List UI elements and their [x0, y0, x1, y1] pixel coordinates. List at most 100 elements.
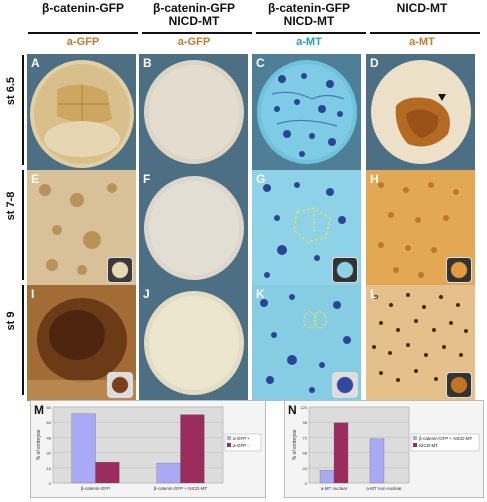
x-tick-label: a-MT non-nuclear: [366, 486, 402, 491]
bar: [156, 462, 181, 484]
chart-letter: N: [288, 403, 297, 417]
x-tick-label: β-catenin-GFP + NICD-MT: [154, 486, 208, 491]
bar: [319, 470, 335, 484]
panel-f-image: F: [139, 170, 248, 286]
bar: [369, 438, 385, 484]
inset-embryo: [107, 372, 133, 398]
column-title-line1: β-catenin-GFP: [153, 1, 235, 15]
panel-j-image: J: [139, 285, 248, 401]
panel-letter: F: [143, 172, 151, 186]
legend-label: a-GFP -: [233, 443, 249, 448]
y-tick-label: 16: [47, 466, 52, 471]
panel-letter: I: [31, 287, 35, 301]
inset-embryo: [332, 372, 358, 398]
y-tick-label: 0: [49, 481, 52, 486]
column-rule: [256, 32, 366, 34]
y-axis-label: % of embryos: [292, 429, 298, 460]
y-tick-label: 32: [47, 451, 52, 456]
embryo-image: [257, 60, 357, 164]
y-tick-label: 24: [303, 466, 308, 471]
y-tick-label: 120: [300, 405, 307, 410]
embryo-image: [27, 170, 136, 286]
bar: [95, 461, 120, 484]
column-rule: [28, 32, 138, 34]
inset-embryo: [332, 257, 358, 283]
embryo-image: [144, 176, 244, 280]
panel-l-image: L: [366, 285, 475, 401]
panel-letter: B: [143, 56, 152, 70]
legend-swatch: [413, 443, 417, 447]
column-header-1: β-catenin-GFP: [26, 2, 140, 15]
column-title-line2: NICD-MT: [283, 14, 335, 28]
column-title-line1: NICD-MT: [396, 1, 448, 15]
chart-m-svg: 0 16 32 48 64 80 % of embryos β-catenin-GFP β-ca…: [36, 405, 262, 491]
embryo-image: [30, 60, 134, 168]
inset-embryo: [446, 257, 472, 283]
panel-letter: C: [256, 56, 265, 70]
stain-label: a-MT: [296, 36, 322, 48]
legend-label: a-GFP +: [233, 436, 250, 441]
panel-c-image: C: [252, 54, 361, 170]
chart-n-svg: 0 24 48 72 96 120 % of embryos a-MT nuclear a-MT…: [292, 405, 480, 491]
embryo-image: [27, 285, 136, 401]
column-header-2: β-catenin-GFP NICD-MT: [137, 2, 251, 28]
panel-letter: K: [256, 287, 265, 301]
panel-d-image: D: [366, 54, 475, 170]
row-label: st 9: [5, 311, 17, 331]
inset-embryo: [107, 257, 133, 283]
x-tick-label: a-MT nuclear: [321, 486, 348, 491]
panel-i-image: I: [27, 285, 136, 401]
y-tick-label: 80: [47, 405, 52, 410]
bar: [333, 422, 349, 484]
column-rule: [370, 32, 480, 34]
panel-letter: E: [31, 172, 40, 186]
panel-letter: G: [256, 172, 266, 186]
panel-letter: A: [31, 56, 40, 70]
panel-k-image: K: [252, 285, 361, 401]
legend-label: NICD-MT: [419, 443, 438, 448]
y-tick-label: 96: [303, 420, 308, 425]
panel-e-image: E: [27, 170, 136, 286]
column-title-line1: β-catenin-GFP: [42, 1, 124, 15]
column-header-3: β-catenin-GFP NICD-MT: [252, 2, 366, 28]
legend-label: β-catenin-GFP + NICD-MT: [419, 436, 473, 441]
embryo-image: [144, 60, 244, 164]
chart-n: N 0 24 48 72 96 120 % of embryos a-MT nuclear a-…: [284, 400, 484, 498]
embryo-image: [144, 291, 244, 395]
y-tick-label: 48: [47, 435, 52, 440]
row-rule: [22, 285, 24, 395]
legend-swatch: [227, 443, 231, 447]
legend: [224, 433, 262, 452]
bar: [180, 414, 205, 484]
legend: [410, 433, 480, 452]
y-axis-label: % of embryos: [36, 429, 42, 460]
y-tick-label: 72: [303, 435, 308, 440]
chart-letter: M: [34, 403, 44, 417]
panel-g-image: G: [252, 170, 361, 286]
stain-label: a-GFP: [66, 36, 100, 48]
column-header-4: NICD-MT: [365, 2, 479, 15]
panel-b-image: B: [139, 54, 248, 170]
panel-letter: J: [143, 287, 150, 301]
y-tick-label: 64: [47, 420, 52, 425]
column-title-line2: NICD-MT: [168, 14, 220, 28]
panel-letter: L: [370, 287, 378, 301]
bar: [71, 413, 96, 484]
y-tick-label: 0: [305, 481, 308, 486]
panel-a-image: A: [27, 54, 136, 170]
row-label: st 6.5: [5, 76, 17, 106]
y-tick-label: 48: [303, 451, 308, 456]
legend-swatch: [227, 436, 231, 440]
embryo-image: [371, 60, 471, 164]
stain-label: a-MT: [409, 36, 435, 48]
row-label: st 7-8: [5, 191, 17, 221]
legend-swatch: [413, 436, 417, 440]
panel-letter: H: [370, 172, 379, 186]
panel-letter: D: [370, 56, 379, 70]
panel-h-image: H: [366, 170, 475, 286]
column-title-line1: β-catenin-GFP: [268, 1, 350, 15]
row-rule: [22, 55, 24, 165]
chart-m: M 0 16 32 48 64 80 % of embryos β-catenin-GFP β-…: [30, 400, 266, 498]
row-rule: [22, 170, 24, 280]
stain-label: a-GFP: [177, 36, 211, 48]
